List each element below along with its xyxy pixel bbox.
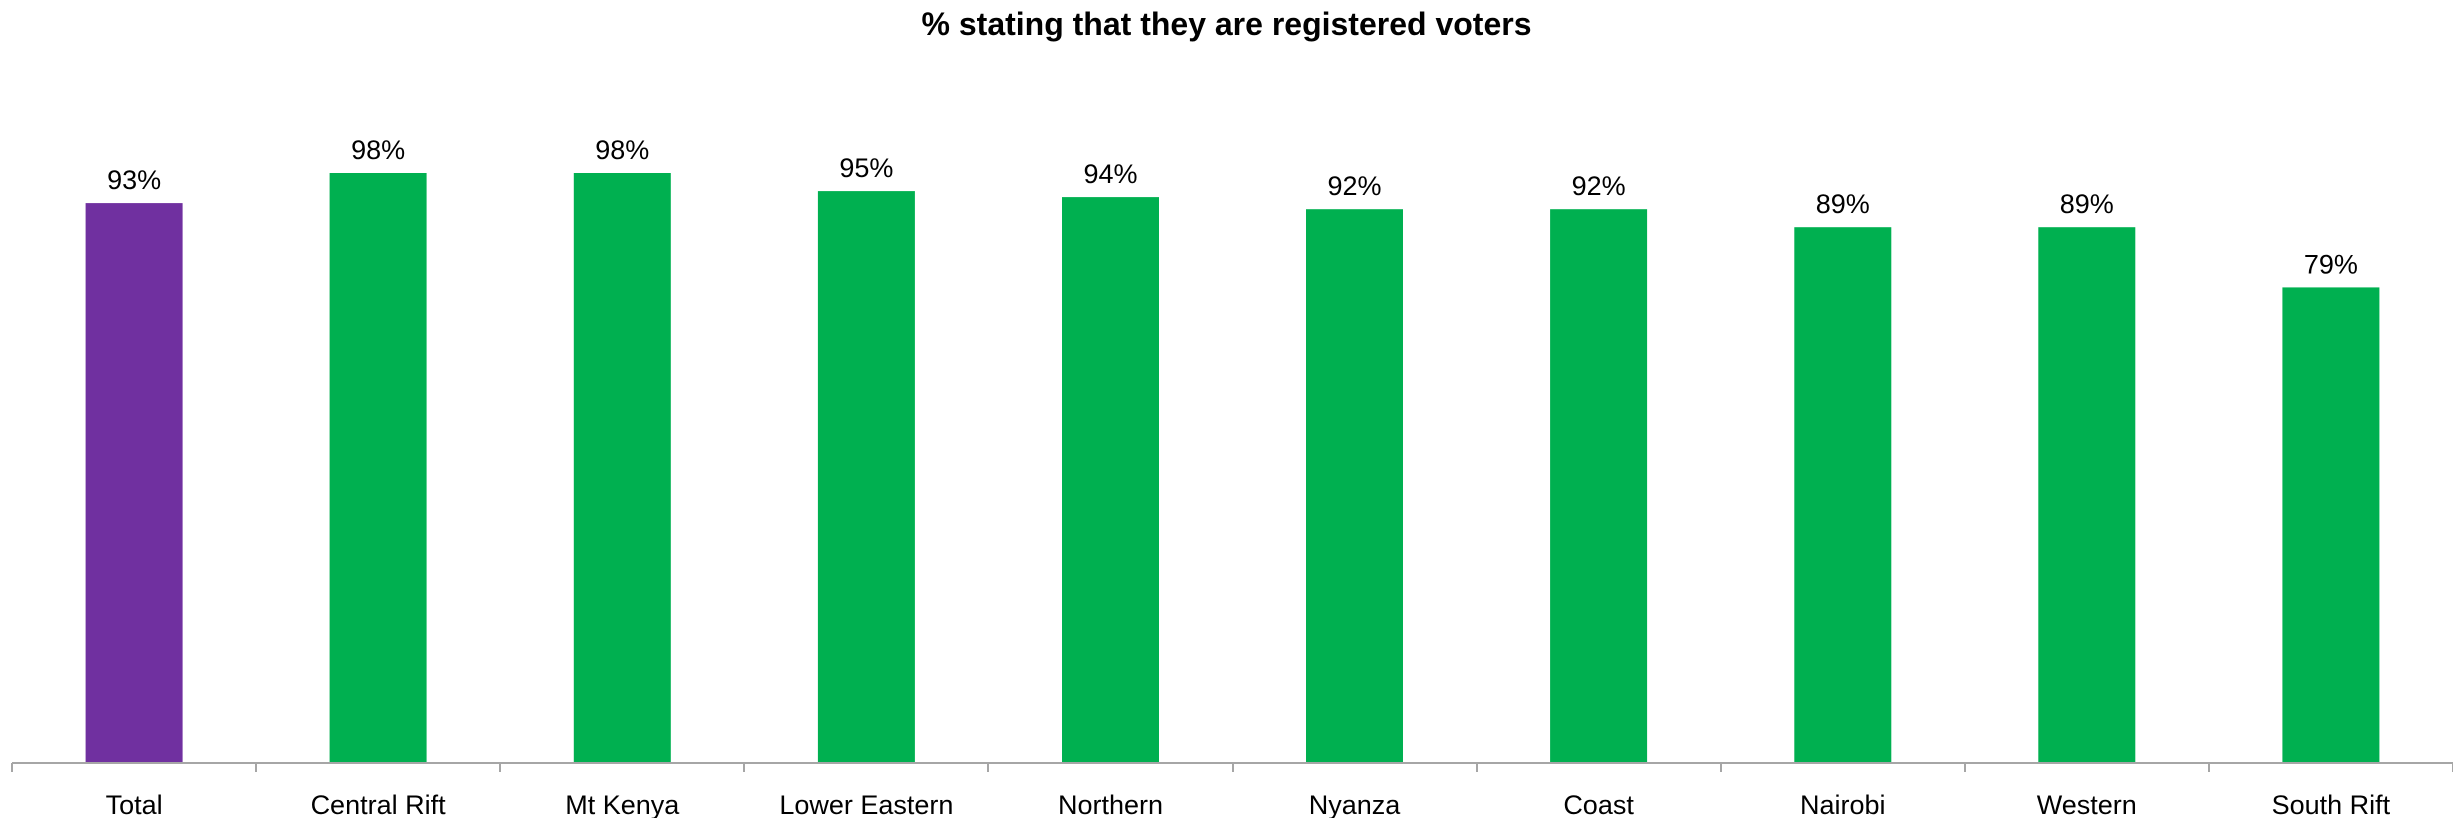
bar-lower-eastern bbox=[817, 191, 915, 764]
chart-title: % stating that they are registered voter… bbox=[921, 6, 1532, 42]
value-label-nairobi: 89% bbox=[1816, 189, 1870, 219]
category-label-south-rift: South Rift bbox=[2272, 790, 2391, 818]
x-axis: Total Central Rift Mt Kenya Lower Eastern No… bbox=[11, 762, 2453, 818]
bar-total bbox=[85, 203, 183, 764]
value-label-total: 93% bbox=[107, 165, 161, 195]
bar-mt-kenya bbox=[573, 173, 671, 763]
category-label-coast: Coast bbox=[1563, 790, 1634, 818]
value-label-south-rift: 79% bbox=[2304, 249, 2358, 279]
bar-northern bbox=[1062, 197, 1159, 764]
bar-western bbox=[2038, 227, 2136, 763]
category-label-nairobi: Nairobi bbox=[1800, 790, 1886, 818]
category-label-western: Western bbox=[2037, 790, 2137, 818]
category-label-nyanza: Nyanza bbox=[1309, 790, 1402, 818]
category-label-northern: Northern bbox=[1058, 790, 1163, 818]
value-label-lower-eastern: 95% bbox=[839, 153, 893, 183]
value-label-western: 89% bbox=[2060, 189, 2114, 219]
value-label-northern: 94% bbox=[1083, 159, 1137, 189]
category-label-central-rift: Central Rift bbox=[311, 790, 447, 818]
value-label-mt-kenya: 98% bbox=[595, 135, 649, 165]
bar-nyanza bbox=[1306, 209, 1403, 763]
category-label-lower-eastern: Lower Eastern bbox=[779, 790, 953, 818]
value-labels-layer: 93% 98% 98% 95% 94% 92% 92% 89% 89% 79% bbox=[107, 135, 2358, 279]
bar-nairobi bbox=[1794, 227, 1892, 763]
value-label-coast: 92% bbox=[1572, 171, 1626, 201]
value-label-nyanza: 92% bbox=[1327, 171, 1381, 201]
category-label-mt-kenya: Mt Kenya bbox=[565, 790, 680, 818]
category-label-total: Total bbox=[106, 790, 163, 818]
bar-south-rift bbox=[2282, 287, 2380, 763]
bar-central-rift bbox=[329, 173, 427, 763]
bars-layer bbox=[85, 173, 2380, 764]
value-label-central-rift: 98% bbox=[351, 135, 405, 165]
bar-coast bbox=[1550, 209, 1648, 763]
